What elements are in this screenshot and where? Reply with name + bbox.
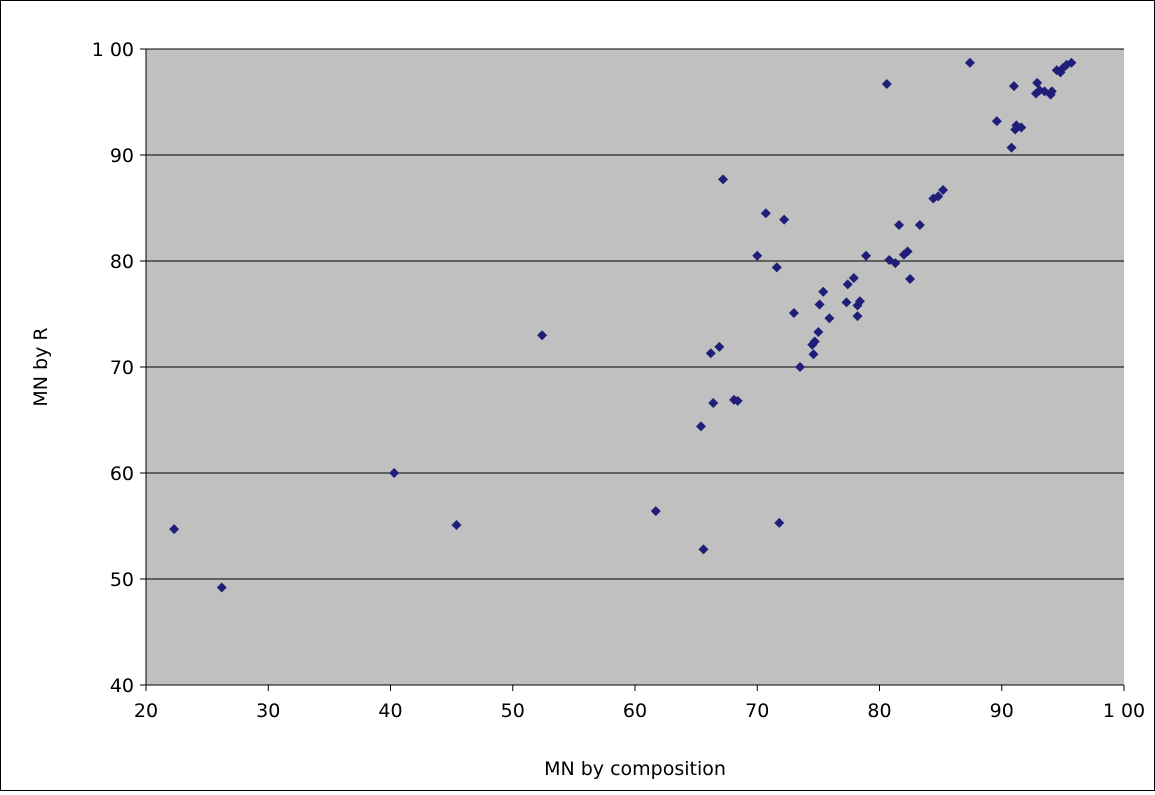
data-point [842,279,853,290]
data-point [216,582,227,593]
data-point [1011,120,1022,131]
data-point [771,262,782,273]
data-point [938,184,949,195]
data-point [814,299,825,310]
data-point [902,246,913,257]
data-point [788,307,799,318]
data-point [1006,142,1017,153]
data-point [881,78,892,89]
y-tick-label: 80 [110,251,134,273]
data-point [1046,86,1057,97]
grid-lines [146,48,1124,580]
x-tick-label: 90 [990,700,1014,722]
data-point [705,348,716,359]
x-tick-label: 20 [134,700,158,722]
data-point [809,336,820,347]
data-point [795,362,806,372]
data-point [914,219,925,230]
data-point [905,274,916,285]
data-point [714,341,725,352]
data-point [852,311,863,322]
x-ticks: 20 30 40 50 60 70 80 90 1 00 [134,685,1145,722]
data-point [537,330,548,341]
data-point [813,327,824,338]
x-axis-title: MN by composition [544,758,726,780]
data-point [752,250,763,261]
data-point [698,544,709,555]
x-tick-label: 30 [256,700,280,722]
y-tick-label: 90 [110,145,134,167]
data-point [964,57,975,68]
data-point [933,191,944,202]
data-points [169,57,1077,593]
y-tick-label: 70 [110,357,134,379]
x-tick-label: 40 [378,700,402,722]
data-point [774,517,785,528]
x-tick-label: 50 [501,700,525,722]
data-point [389,468,400,478]
data-point [890,258,901,269]
x-tick-label: 1 00 [1103,700,1145,722]
data-point [732,395,743,406]
data-point [1066,57,1077,68]
x-tick-label: 70 [745,700,769,722]
data-point [824,313,835,324]
data-point [848,272,859,283]
y-tick-label: 40 [110,675,134,697]
data-point [854,296,865,307]
data-point [708,398,719,409]
data-point [760,208,771,219]
data-point [1008,81,1019,92]
data-point [718,174,729,185]
data-point [779,214,790,225]
y-axis-title: MN by R [30,327,52,406]
y-ticks: 40 50 60 70 80 90 1 00 [92,39,146,697]
data-point [808,349,819,360]
data-point [991,116,1002,127]
data-point [841,297,852,308]
data-point [169,524,180,535]
data-point [894,219,905,230]
data-point [696,421,707,432]
data-point [650,506,661,517]
x-tick-label: 80 [867,700,891,722]
y-tick-label: 60 [110,463,134,485]
data-point [818,286,829,297]
y-tick-label: 1 00 [92,39,134,61]
x-tick-label: 60 [623,700,647,722]
y-tick-label: 50 [110,569,134,591]
data-point [861,250,872,261]
data-point [451,519,462,530]
data-point [1016,122,1027,133]
